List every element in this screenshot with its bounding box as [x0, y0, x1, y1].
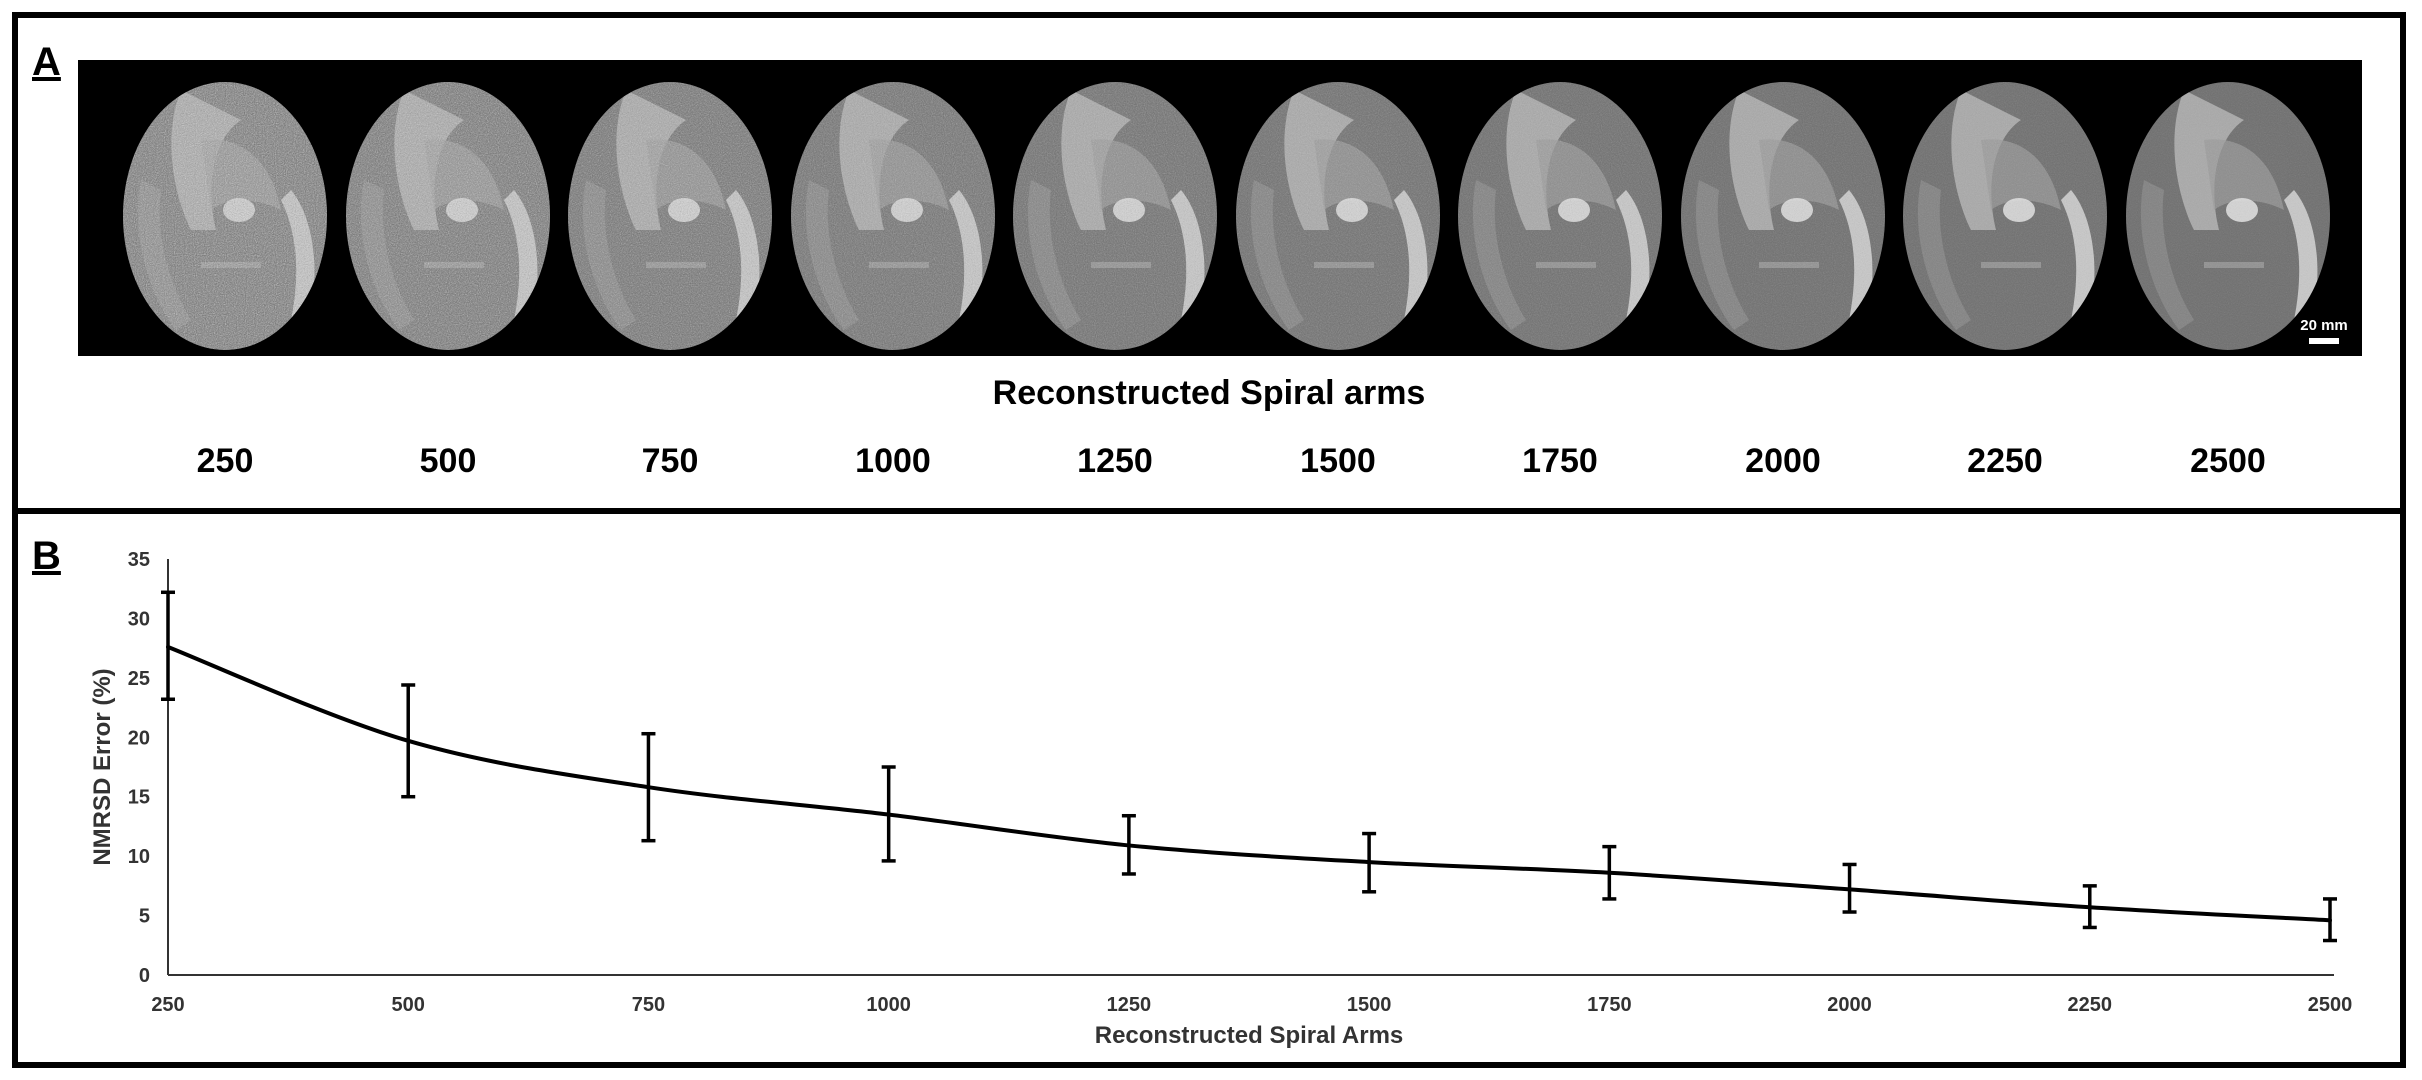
scale-bar: 20 mm: [2294, 317, 2354, 344]
y-tick-label: 25: [128, 668, 150, 690]
y-tick-label: 0: [139, 965, 150, 987]
data-point: [2087, 905, 2092, 910]
y-tick-label: 35: [128, 549, 150, 571]
arm-label: 1500: [1300, 442, 1376, 480]
arm-label: 750: [641, 442, 699, 480]
arm-label: 250: [196, 442, 254, 480]
x-tick-label: 1000: [866, 994, 911, 1016]
x-tick-label: 2500: [2308, 994, 2353, 1016]
scale-bar-line: [2309, 338, 2339, 344]
scale-bar-label: 20 mm: [2300, 317, 2348, 334]
y-axis-title: NMRSD Error (%): [89, 668, 116, 865]
x-tick-label: 750: [632, 994, 665, 1016]
arm-label: 1750: [1522, 442, 1598, 480]
data-point: [1607, 870, 1612, 875]
x-tick-label: 1500: [1347, 994, 1392, 1016]
panel-a-label: A: [32, 40, 61, 84]
arm-label: 1250: [1077, 442, 1153, 480]
strip-title: Reconstructed Spiral arms: [992, 374, 1426, 412]
data-point: [886, 812, 891, 817]
mri-slice-image: [123, 82, 327, 350]
mri-slice-image: [2126, 82, 2330, 350]
mri-slice-image: [346, 82, 550, 350]
panel-b-label: B: [32, 534, 61, 578]
mri-slice-image: [1458, 82, 1662, 350]
arm-label: 2250: [1967, 442, 2043, 480]
y-tick-label: 30: [128, 608, 150, 630]
mri-slice-image: [568, 82, 772, 350]
mri-image-strip: 20 mm: [78, 60, 2362, 356]
x-tick-label: 250: [151, 994, 184, 1016]
y-tick-label: 10: [128, 846, 150, 868]
data-point: [166, 644, 170, 649]
y-tick-label: 5: [139, 906, 150, 928]
data-point: [646, 785, 651, 790]
x-axis-title: Reconstructed Spiral Arms: [1095, 1022, 1404, 1049]
data-point: [1847, 887, 1852, 892]
arm-label: 500: [419, 442, 477, 480]
x-tick-label: 2000: [1827, 994, 1872, 1016]
x-tick-label: 1250: [1107, 994, 1152, 1016]
data-point: [2328, 918, 2332, 923]
mri-slice-image: [1903, 82, 2107, 350]
mri-slice-image: [1681, 82, 1885, 350]
x-tick-label: 1750: [1587, 994, 1632, 1016]
series-line: [167, 645, 2331, 923]
data-point: [1367, 860, 1372, 865]
y-tick-label: 20: [128, 727, 150, 749]
arm-label: 1000: [855, 442, 931, 480]
panel-a: A 20 mm Reconstructed Spiral arms 250 500…: [12, 12, 2406, 514]
x-tick-label: 500: [392, 994, 425, 1016]
mri-slice-image: [791, 82, 995, 350]
data-point: [406, 738, 411, 743]
x-tick-label: 2250: [2068, 994, 2113, 1016]
panel-b: B 0 5 10 15 20 25 30 35 250 500 750 1000 1250 1500 175…: [12, 508, 2406, 1068]
nmrsd-error-chart: 0 5 10 15 20 25 30 35 250 500 750 1000 1250 1500 1750 2…: [89, 549, 2353, 1049]
arm-label: 2000: [1745, 442, 1821, 480]
arm-label: 2500: [2190, 442, 2266, 480]
y-tick-label: 15: [128, 787, 150, 809]
mri-slice-image: [1013, 82, 1217, 350]
mri-slice-image: [1236, 82, 1440, 350]
data-point: [1126, 843, 1131, 848]
